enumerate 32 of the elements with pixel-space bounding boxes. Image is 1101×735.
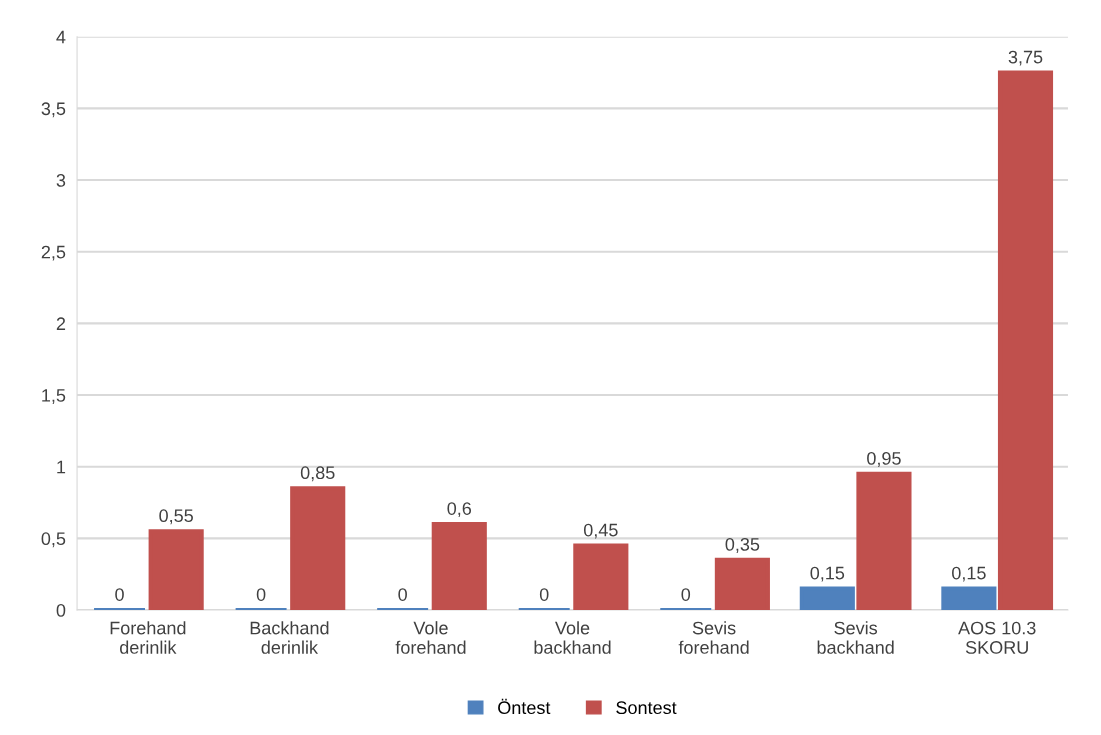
data-label: 0,15	[810, 566, 845, 582]
x-tick-label: Forehand derinlik	[110, 621, 186, 654]
y-tick-label: 2	[56, 317, 66, 330]
data-label: 0,15	[952, 566, 986, 582]
y-tick-label: 1,5	[42, 389, 66, 404]
y-tick-label: 3,5	[41, 102, 66, 118]
x-tick-label: AOS 10.3 SKORU	[958, 621, 1036, 654]
y-tick-label: 1	[57, 460, 66, 474]
data-label: 0	[115, 588, 124, 601]
x-tick-label: Vole forehand	[395, 621, 466, 654]
x-tick-label: Vole backhand	[534, 621, 611, 654]
y-tick-label: 4	[56, 30, 66, 44]
x-tick-label: Backhand derinlik	[250, 621, 329, 654]
data-label: 0,45	[583, 523, 618, 539]
data-label: 0	[398, 588, 407, 601]
data-label: 0,95	[867, 451, 901, 467]
y-tick-label: 3	[56, 174, 66, 187]
y-tick-label: 0,5	[41, 532, 66, 548]
x-tick-label: Sevis backhand	[817, 621, 894, 654]
data-label: 0	[539, 588, 549, 601]
legend-label: Öntest	[498, 698, 551, 715]
data-label: 0,35	[725, 537, 760, 553]
data-label: 0	[681, 588, 691, 601]
data-label: 0,55	[159, 509, 193, 525]
data-label: 0	[256, 588, 266, 601]
data-label: 0,85	[300, 466, 335, 482]
data-label: 3,75	[1008, 50, 1043, 66]
y-tick-label: 0	[56, 603, 66, 617]
y-tick-label: 2,5	[41, 245, 66, 261]
data-label: 0,6	[447, 502, 472, 518]
legend-label: Sontest	[616, 701, 677, 715]
x-tick-label: Sevis forehand	[678, 621, 749, 654]
